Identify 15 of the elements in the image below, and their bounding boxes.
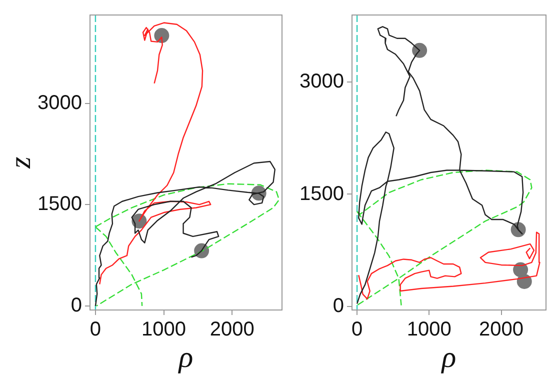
x-tick-label: 0: [90, 318, 102, 341]
x-tick-label: 1000: [142, 318, 186, 341]
y-tick-label: 0: [70, 294, 82, 316]
y-tick-label: 3000: [38, 92, 82, 114]
x-tick-label: 1000: [406, 318, 452, 341]
y-axis-title: z: [4, 156, 37, 170]
y-tick-label: 1500: [300, 182, 344, 205]
x-axis-title: ρ: [440, 340, 456, 374]
y-tick-label: 3000: [300, 70, 344, 93]
y-tick-label: 1500: [38, 193, 82, 216]
x-tick-label: 2000: [479, 318, 524, 341]
x-tick-label: 0: [351, 318, 363, 341]
x-tick-label: 2000: [210, 318, 254, 341]
x-axis-title: ρ: [178, 340, 194, 374]
y-tick-label: 0: [332, 294, 344, 317]
